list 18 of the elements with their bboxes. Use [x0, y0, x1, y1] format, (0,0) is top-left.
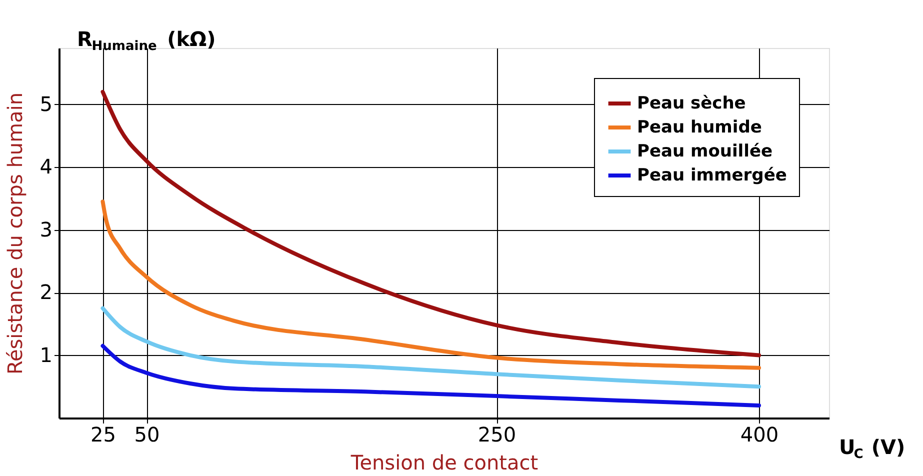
x-tick-label: 25: [90, 422, 116, 446]
y-tick-label: 2: [40, 280, 52, 304]
y-tick-label: 3: [40, 217, 52, 242]
y-axis-title: Résistance du corps humain: [2, 92, 27, 375]
y-tick-label: 1: [40, 342, 52, 367]
legend-label: Peau mouillée: [637, 142, 773, 162]
x-tick-label: 250: [478, 422, 516, 446]
x-tick-label: 50: [134, 422, 160, 446]
y-tick-label: 5: [40, 92, 52, 116]
x-axis-title: Tension de contact: [350, 450, 538, 474]
legend-label: Peau immergée: [637, 166, 787, 186]
line-series: [100, 306, 761, 389]
line-series: [100, 200, 761, 370]
y-tick-label: 4: [40, 154, 52, 179]
legend-label: Peau sèche: [637, 94, 746, 114]
x-tick-label: 400: [740, 422, 779, 446]
line-series: [100, 344, 761, 408]
legend-label: Peau humide: [637, 118, 762, 138]
